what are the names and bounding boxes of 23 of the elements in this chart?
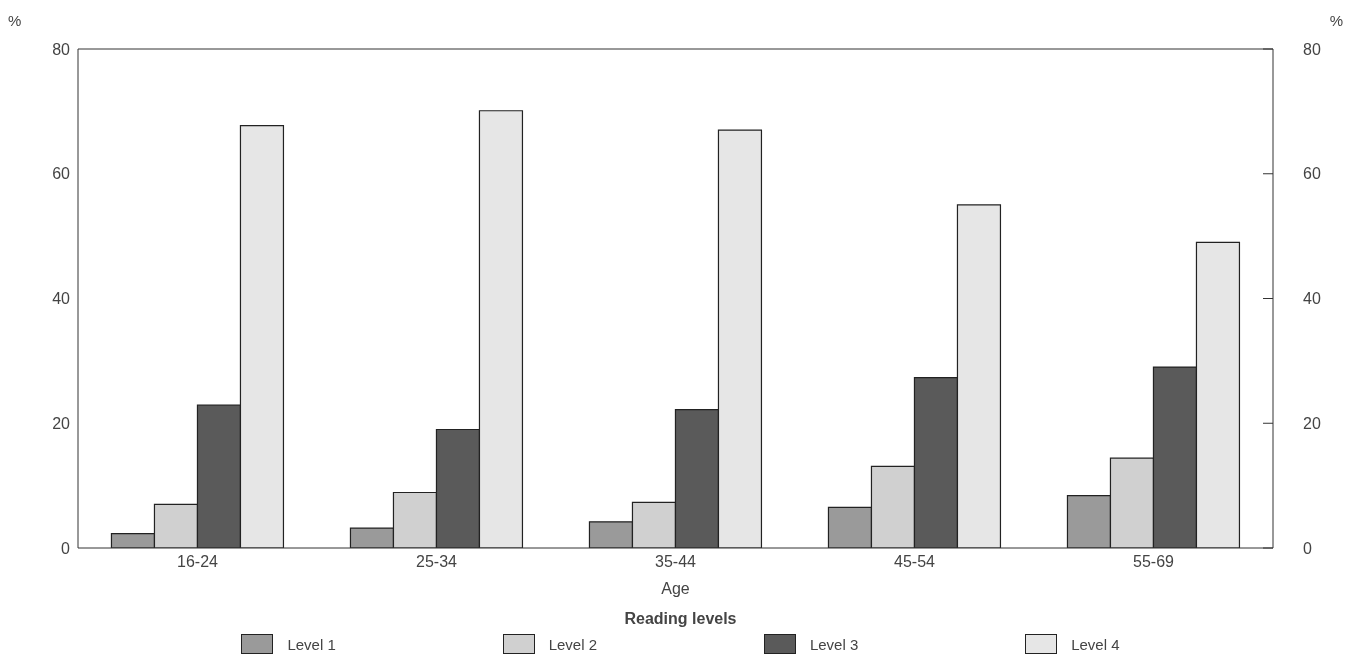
legend-label: Level 3 bbox=[809, 635, 859, 653]
y2-tick-label: 20 bbox=[1303, 414, 1321, 432]
y2-axis-title: % bbox=[1329, 12, 1343, 29]
legend-label: Level 4 bbox=[1071, 635, 1120, 653]
x-tick-label: 55-69 bbox=[1133, 553, 1175, 571]
legend-label: Level 2 bbox=[548, 635, 598, 653]
x-axis-title: Age bbox=[661, 580, 690, 597]
y-tick-label: 80 bbox=[52, 40, 71, 58]
y-axis-title: % bbox=[8, 12, 22, 29]
y2-tick-label: 60 bbox=[1303, 165, 1321, 183]
x-tick-label: 35-44 bbox=[655, 553, 697, 571]
legend-label: Level 1 bbox=[287, 635, 336, 653]
x-tick-label: 45-54 bbox=[894, 553, 936, 571]
y-tick-label: 40 bbox=[52, 290, 71, 308]
y2-tick-label: 80 bbox=[1303, 40, 1321, 58]
y-tick-label: 0 bbox=[61, 539, 71, 557]
legend-title: Reading levels bbox=[623, 610, 738, 628]
x-tick-label: 16-24 bbox=[177, 553, 219, 571]
x-tick-label: 25-34 bbox=[416, 553, 458, 571]
y2-tick-label: 40 bbox=[1303, 290, 1321, 308]
y-tick-label: 20 bbox=[52, 414, 71, 432]
y2-tick-label: 0 bbox=[1303, 539, 1312, 557]
y-tick-label: 60 bbox=[52, 165, 71, 183]
